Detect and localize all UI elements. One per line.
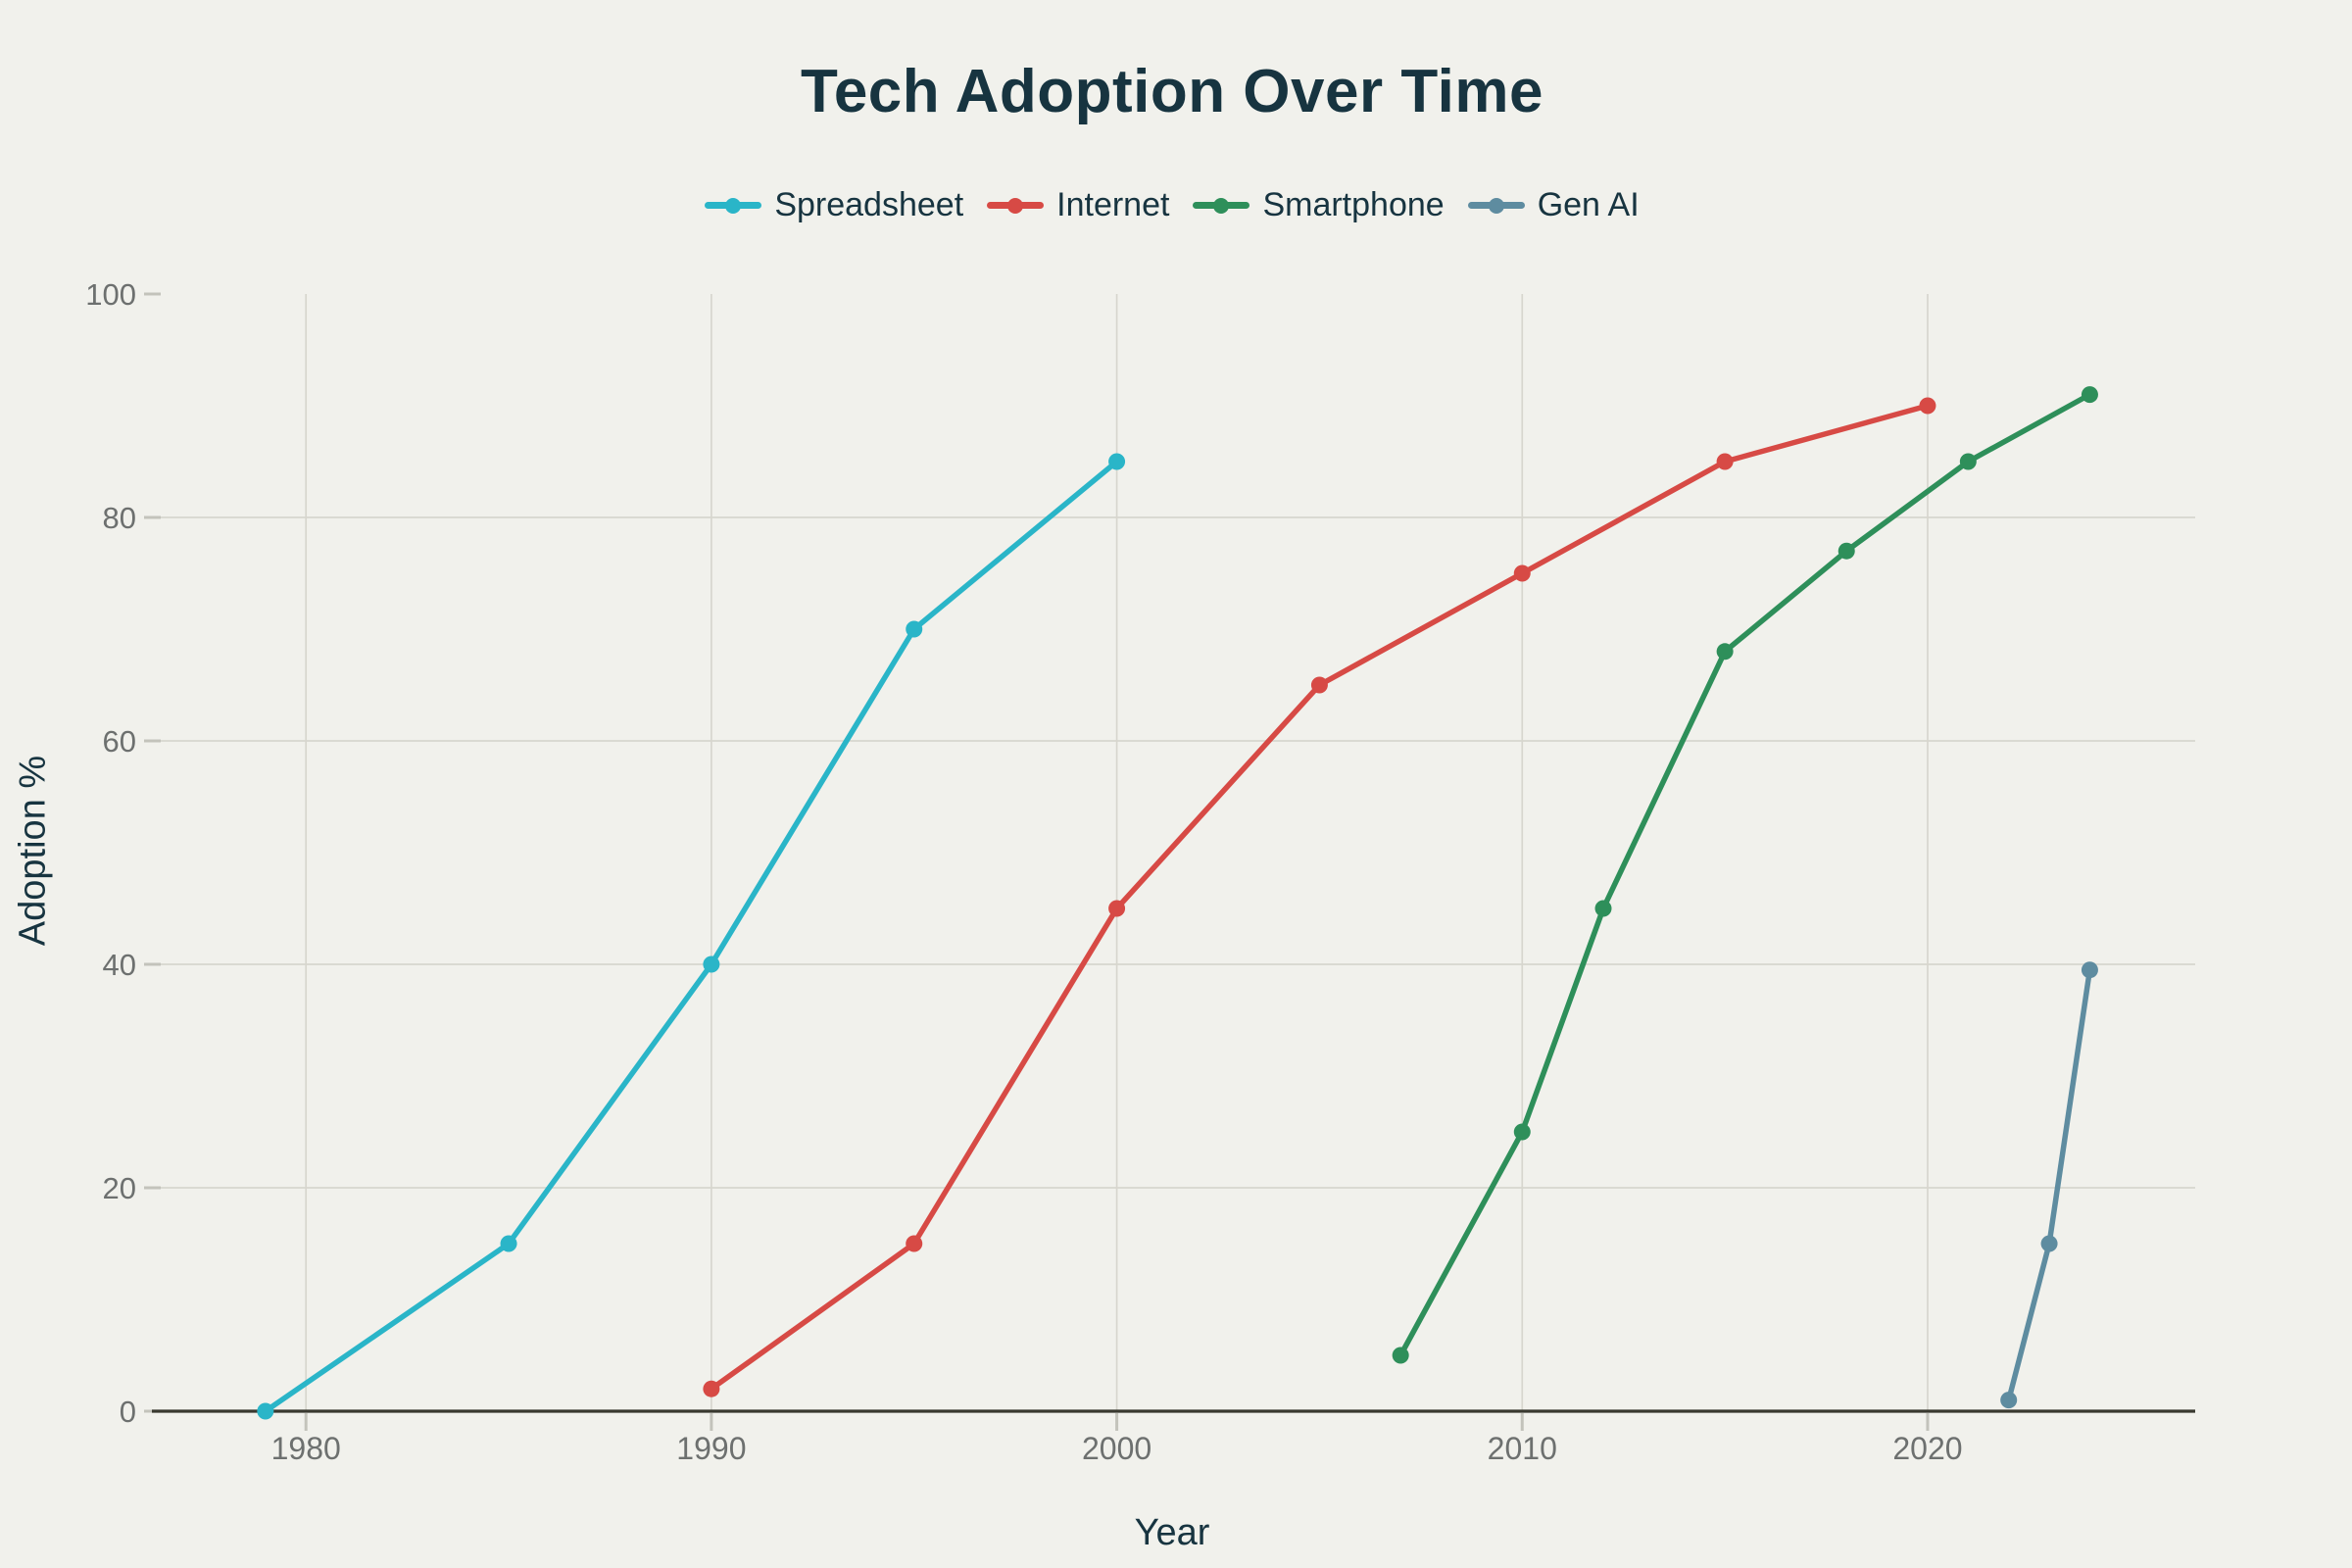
- x-tick-label-1990: 1990: [676, 1431, 746, 1466]
- chart-title: Tech Adoption Over Time: [801, 58, 1544, 125]
- legend-dot-swatch: [725, 197, 742, 214]
- legend-dot-swatch: [1488, 197, 1504, 214]
- x-axis-title: Year: [1134, 1512, 1210, 1553]
- y-tick-label-20: 20: [103, 1171, 136, 1205]
- x-tick-label-1980: 1980: [271, 1431, 341, 1466]
- gen-ai-line-marker-icon: [1467, 197, 1525, 214]
- legend-item-smartphone: Smartphone: [1193, 186, 1445, 224]
- data-point-internet-2015: [1716, 453, 1734, 470]
- series-line-gen-ai: [2005, 966, 2093, 1403]
- legend-item-spreadsheet: Spreadsheet: [705, 186, 963, 224]
- legend: Spreadsheet Internet Smartphone Gen AI: [0, 186, 2344, 224]
- x-tick-label-2020: 2020: [1892, 1431, 1962, 1466]
- smartphone-line-marker-icon: [1193, 197, 1250, 214]
- legend-label: Spreadsheet: [774, 186, 964, 223]
- data-point-smartphone-2015: [1716, 643, 1734, 661]
- legend-label: Gen AI: [1537, 186, 1640, 223]
- data-point-spreadsheet-2000: [1108, 453, 1126, 470]
- legend-label: Smartphone: [1262, 186, 1445, 223]
- y-tick-label-40: 40: [103, 948, 136, 982]
- data-point-smartphone-2024: [2081, 386, 2098, 404]
- legend-item-internet: Internet: [987, 186, 1169, 224]
- data-point-internet-2020: [1919, 397, 1936, 415]
- series-line-smartphone: [1397, 391, 2093, 1358]
- data-point-smartphone-2018: [1838, 542, 1855, 560]
- legend-item-gen-ai: Gen AI: [1467, 186, 1640, 224]
- legend-dot-swatch: [1007, 197, 1024, 214]
- y-tick-label-80: 80: [103, 501, 136, 535]
- x-tick-label-2010: 2010: [1488, 1431, 1557, 1466]
- y-tick-label-100: 100: [85, 277, 136, 312]
- series-line-internet: [709, 403, 1931, 1392]
- data-point-smartphone-2021: [1959, 453, 1977, 470]
- data-point-smartphone-2007: [1392, 1347, 1409, 1364]
- data-point-smartphone-2010: [1513, 1123, 1531, 1141]
- data-point-gen-ai-2024: [2081, 961, 2098, 979]
- x-tick-label-2000: 2000: [1082, 1431, 1152, 1466]
- data-point-smartphone-2012: [1594, 900, 1612, 917]
- data-point-internet-2010: [1513, 564, 1531, 582]
- data-point-internet-1990: [703, 1380, 720, 1397]
- y-tick-label-0: 0: [120, 1395, 136, 1429]
- series-line-spreadsheet: [263, 459, 1120, 1414]
- data-point-spreadsheet-1995: [906, 620, 923, 638]
- data-point-spreadsheet-1985: [500, 1235, 517, 1252]
- data-point-internet-2005: [1310, 676, 1328, 694]
- legend-label: Internet: [1056, 186, 1170, 223]
- legend-dot-swatch: [1213, 197, 1230, 214]
- data-point-gen-ai-2023: [2040, 1235, 2058, 1252]
- data-point-internet-2000: [1108, 900, 1126, 917]
- internet-line-marker-icon: [987, 197, 1045, 214]
- data-point-internet-1995: [906, 1235, 923, 1252]
- spreadsheet-line-marker-icon: [705, 197, 762, 214]
- data-point-gen-ai-2022: [2000, 1392, 2018, 1409]
- data-point-spreadsheet-1979: [257, 1402, 274, 1420]
- y-tick-label-60: 60: [103, 724, 136, 759]
- data-point-spreadsheet-1990: [703, 956, 720, 973]
